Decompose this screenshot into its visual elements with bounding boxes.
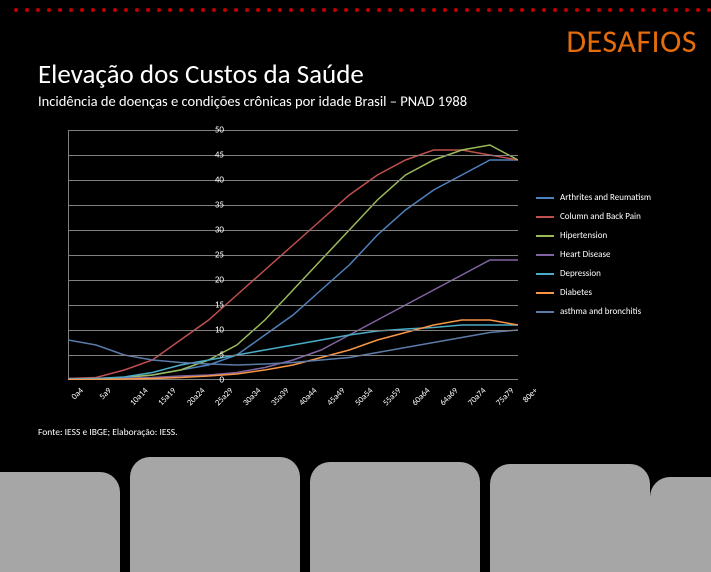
x-tick-label: 60a64 — [410, 386, 432, 408]
grid-line — [68, 330, 518, 331]
decorative-blobs — [0, 452, 711, 572]
legend-swatch — [536, 216, 554, 218]
legend-swatch — [536, 197, 554, 199]
page-title: Elevação dos Custos da Saúde — [38, 58, 364, 91]
x-tick-label: 30a34 — [241, 386, 263, 408]
series-line — [68, 160, 518, 379]
legend-swatch — [536, 254, 554, 256]
grid-line — [68, 280, 518, 281]
grid-line — [68, 305, 518, 306]
x-tick-label: 0a4 — [70, 386, 86, 402]
line-chart: 0 5 10 15 20 25 30 35 40 45 50 0a4 5a9 10a14 15a19 20a… — [38, 124, 678, 424]
grid-line — [68, 230, 518, 231]
y-tick-label: 10 — [198, 325, 224, 336]
grid-line — [68, 155, 518, 156]
x-tick-label: 55a59 — [382, 386, 404, 408]
legend-item: Column and Back Pain — [536, 211, 651, 222]
legend-item: Arthrites and Reumatism — [536, 192, 651, 203]
grid-line — [68, 355, 518, 356]
x-tick-label: 50a54 — [353, 386, 375, 408]
legend-label: Depression — [560, 268, 601, 279]
grid-line — [68, 255, 518, 256]
y-tick-label: 45 — [198, 150, 224, 161]
legend-label: Diabetes — [560, 287, 592, 298]
x-tick-label: 75a79 — [494, 386, 516, 408]
legend-label: Hipertension — [560, 230, 607, 241]
legend-item: Heart Disease — [536, 249, 651, 260]
x-tick-label: 70a74 — [466, 386, 488, 408]
x-tick-label: 25a29 — [213, 386, 235, 408]
page-subtitle: Incidência de doenças e condições crônic… — [38, 92, 467, 110]
series-line — [68, 325, 518, 379]
grid-line — [68, 205, 518, 206]
legend-item: Depression — [536, 268, 651, 279]
chart-legend: Arthrites and Reumatism Column and Back P… — [536, 192, 651, 317]
y-tick-label: 40 — [198, 175, 224, 186]
legend-label: asthma and bronchitis — [560, 306, 641, 317]
y-tick-label: 50 — [198, 125, 224, 136]
y-tick-label: 5 — [198, 350, 224, 361]
x-tick-label: 35a39 — [269, 386, 291, 408]
legend-item: asthma and bronchitis — [536, 306, 651, 317]
legend-label: Heart Disease — [560, 249, 611, 260]
x-tick-label: 40a44 — [297, 386, 319, 408]
y-tick-label: 20 — [198, 275, 224, 286]
x-tick-label: 10a14 — [128, 386, 150, 408]
x-tick-label: 45a49 — [325, 386, 347, 408]
x-tick-label: 20a24 — [185, 386, 207, 408]
series-line — [68, 150, 518, 379]
y-tick-label: 30 — [198, 225, 224, 236]
section-badge: DESAFIOS — [566, 22, 697, 61]
y-tick-label: 25 — [198, 250, 224, 261]
source-text: Fonte: IESS e IBGE; Elaboração: IESS. — [38, 426, 178, 438]
x-tick-label: 64a69 — [438, 386, 460, 408]
x-tick-label: 80e+ — [521, 386, 540, 405]
x-tick-label: 5a9 — [98, 386, 114, 402]
series-line — [68, 260, 518, 379]
legend-label: Column and Back Pain — [560, 211, 641, 222]
legend-swatch — [536, 273, 554, 275]
x-tick-label: 15a19 — [157, 386, 179, 408]
legend-label: Arthrites and Reumatism — [560, 192, 651, 203]
legend-item: Diabetes — [536, 287, 651, 298]
series-line — [68, 320, 518, 380]
dotted-divider — [14, 8, 697, 12]
legend-swatch — [536, 311, 554, 313]
y-tick-label: 15 — [198, 300, 224, 311]
legend-swatch — [536, 292, 554, 294]
grid-line — [68, 180, 518, 181]
y-tick-label: 0 — [198, 375, 224, 386]
grid-line — [68, 130, 518, 131]
legend-item: Hipertension — [536, 230, 651, 241]
legend-swatch — [536, 235, 554, 237]
y-tick-label: 35 — [198, 200, 224, 211]
